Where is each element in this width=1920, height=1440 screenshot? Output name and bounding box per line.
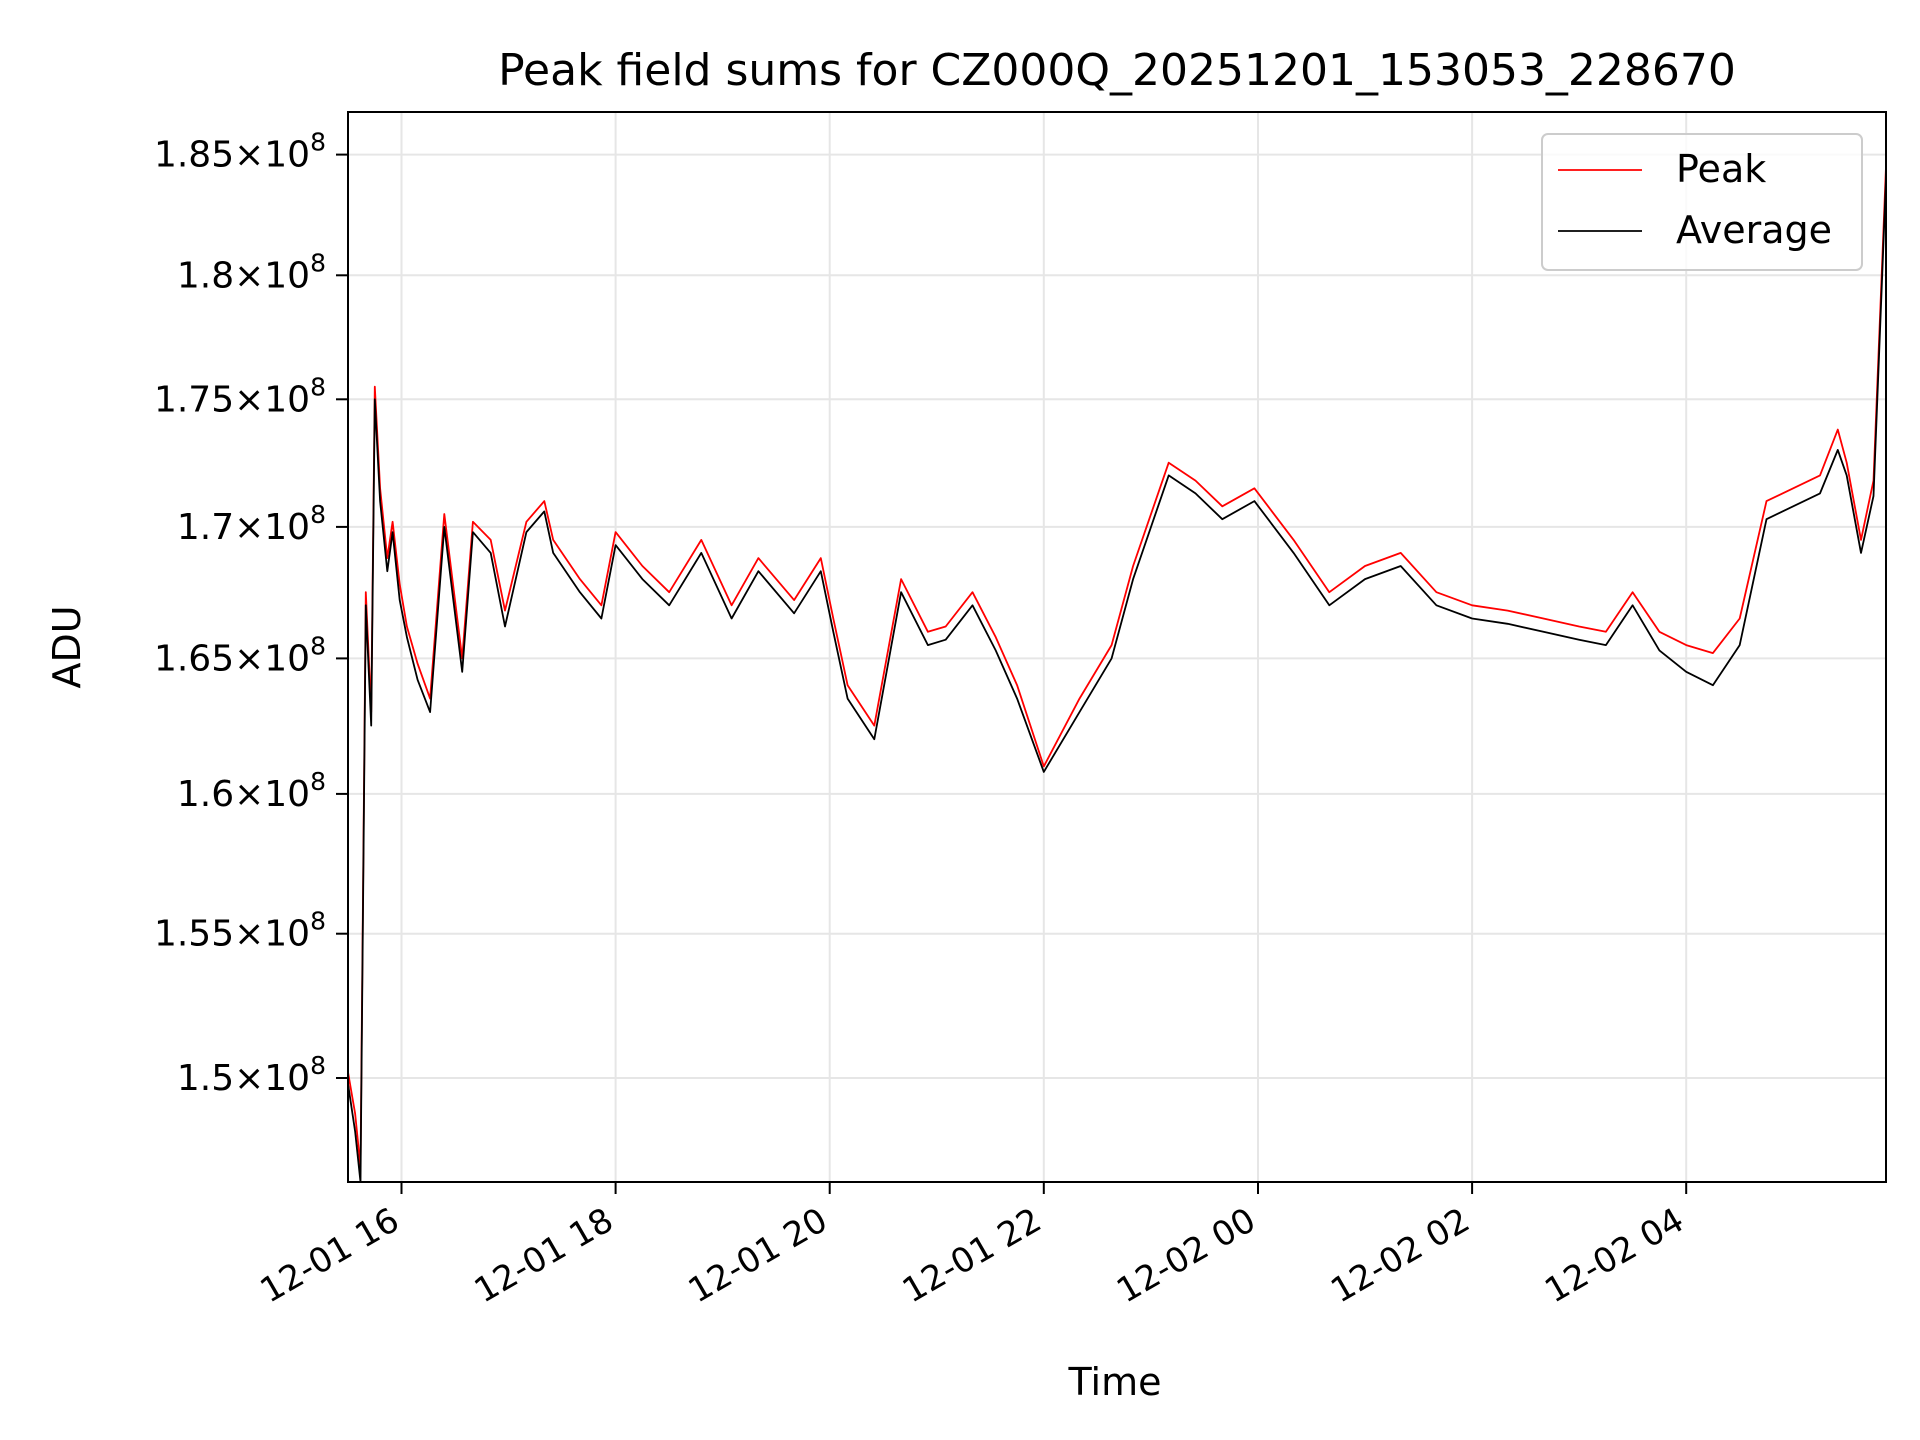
- y-tick-label: 1.65×108: [154, 631, 326, 679]
- y-axis: 1.5×108 1.55×108 1.6×108 1.65×108 1.7×108 1.7…: [154, 128, 348, 1099]
- y-tick-label: 1.85×108: [154, 128, 326, 176]
- y-tick-label: 1.7×108: [177, 500, 326, 548]
- y-tick-label: 1.75×108: [154, 372, 326, 420]
- y-tick-label: 1.6×108: [177, 767, 326, 815]
- y-tick-label: 1.5×108: [177, 1051, 326, 1099]
- series-line-peak: [348, 166, 1886, 1168]
- series-layer: [348, 166, 1886, 1182]
- plot-frame: [347, 111, 1887, 1183]
- y-tick-label: 1.8×108: [177, 248, 326, 296]
- y-axis-label: ADU: [45, 605, 89, 688]
- series-line-average: [348, 178, 1886, 1182]
- legend: Peak Average: [1541, 133, 1863, 271]
- legend-box: [1541, 133, 1863, 271]
- legend-label-peak: Peak: [1676, 147, 1766, 191]
- legend-label-average: Average: [1676, 208, 1832, 252]
- chart-title: Peak field sums for CZ000Q_20251201_1530…: [498, 45, 1736, 96]
- x-axis-label: Time: [1068, 1360, 1162, 1404]
- y-tick-label: 1.55×108: [154, 907, 326, 955]
- grid-lines: [348, 112, 1886, 1182]
